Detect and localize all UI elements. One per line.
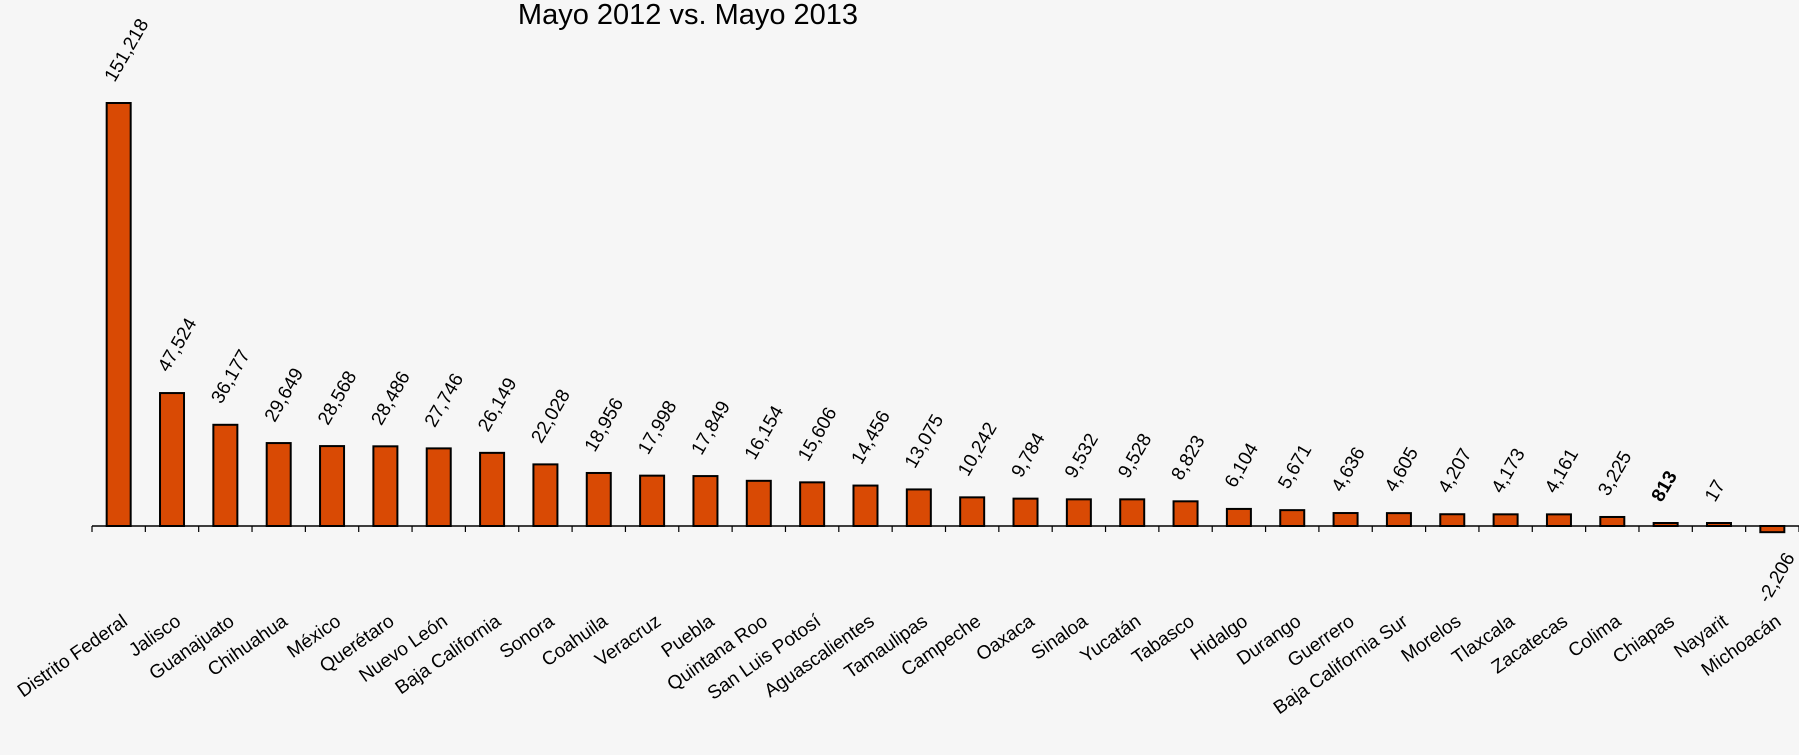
bar-14 xyxy=(852,484,879,528)
category-label-0: Distrito Federal xyxy=(14,611,132,702)
data-label-31: -2,206 xyxy=(1754,549,1799,606)
bar-4 xyxy=(319,445,346,527)
bar-21 xyxy=(1225,507,1252,527)
bar-26 xyxy=(1492,513,1519,527)
category-label-29: Chiapas xyxy=(1609,611,1678,668)
data-label-4: 28,568 xyxy=(314,368,361,429)
data-label-3: 29,649 xyxy=(261,365,308,426)
data-label-17: 9,784 xyxy=(1008,429,1050,481)
data-label-23: 4,636 xyxy=(1328,444,1370,496)
data-label-9: 18,956 xyxy=(581,395,628,456)
bar-24 xyxy=(1385,512,1412,527)
bar-0 xyxy=(105,102,132,527)
data-label-10: 17,998 xyxy=(634,397,681,458)
data-label-7: 26,149 xyxy=(474,375,521,436)
data-label-25: 4,207 xyxy=(1434,445,1476,497)
data-label-28: 3,225 xyxy=(1594,448,1636,500)
bar-18 xyxy=(1065,498,1092,528)
bar-12 xyxy=(745,479,772,528)
category-labels-layer: Distrito FederalJaliscoGuanajuatoChihuah… xyxy=(14,610,1785,718)
data-label-0: 151,218 xyxy=(101,16,154,86)
bar-15 xyxy=(905,488,932,527)
data-label-14: 14,456 xyxy=(848,407,895,468)
data-label-11: 17,849 xyxy=(688,398,735,459)
bar-25 xyxy=(1439,513,1466,527)
bar-20 xyxy=(1172,500,1199,528)
data-label-20: 8,823 xyxy=(1168,432,1210,484)
data-label-29: 813 xyxy=(1648,468,1682,506)
data-label-12: 16,154 xyxy=(741,402,788,463)
bar-16 xyxy=(959,496,986,527)
data-label-15: 13,075 xyxy=(901,411,948,472)
data-label-19: 9,528 xyxy=(1114,430,1156,482)
bar-7 xyxy=(479,451,506,527)
bar-13 xyxy=(799,481,826,527)
data-label-5: 28,486 xyxy=(368,368,415,429)
data-label-26: 4,173 xyxy=(1488,445,1530,497)
bars-layer xyxy=(105,102,1786,534)
bar-3 xyxy=(265,442,292,527)
bar-23 xyxy=(1332,512,1359,528)
bar-1 xyxy=(159,392,186,527)
data-label-13: 15,606 xyxy=(794,404,841,465)
bar-19 xyxy=(1119,498,1146,528)
data-label-16: 10,242 xyxy=(954,419,1001,480)
chart-title: Mayo 2012 vs. Mayo 2013 xyxy=(518,0,858,31)
bar-22 xyxy=(1279,509,1306,528)
data-label-27: 4,161 xyxy=(1541,445,1583,497)
x-axis xyxy=(91,525,1799,532)
category-label-17: Oaxaca xyxy=(973,611,1039,666)
data-label-18: 9,532 xyxy=(1061,430,1103,482)
bar-28 xyxy=(1599,515,1626,528)
data-label-22: 5,671 xyxy=(1274,441,1316,493)
data-label-21: 6,104 xyxy=(1221,439,1263,491)
bar-11 xyxy=(692,475,719,527)
data-label-6: 27,746 xyxy=(421,370,468,431)
data-label-30: 17 xyxy=(1701,477,1730,506)
bar-27 xyxy=(1545,513,1572,527)
bar-8 xyxy=(532,463,559,527)
data-label-24: 4,605 xyxy=(1381,444,1423,496)
bar-17 xyxy=(1012,497,1039,527)
bar-5 xyxy=(372,445,399,527)
data-label-1: 47,524 xyxy=(154,314,201,375)
bar-31 xyxy=(1759,525,1786,534)
data-label-8: 22,028 xyxy=(528,386,575,447)
data-label-2: 36,177 xyxy=(208,346,255,407)
bar-2 xyxy=(212,423,239,527)
bar-6 xyxy=(425,447,452,527)
bar-9 xyxy=(585,471,612,527)
bar-10 xyxy=(639,474,666,528)
